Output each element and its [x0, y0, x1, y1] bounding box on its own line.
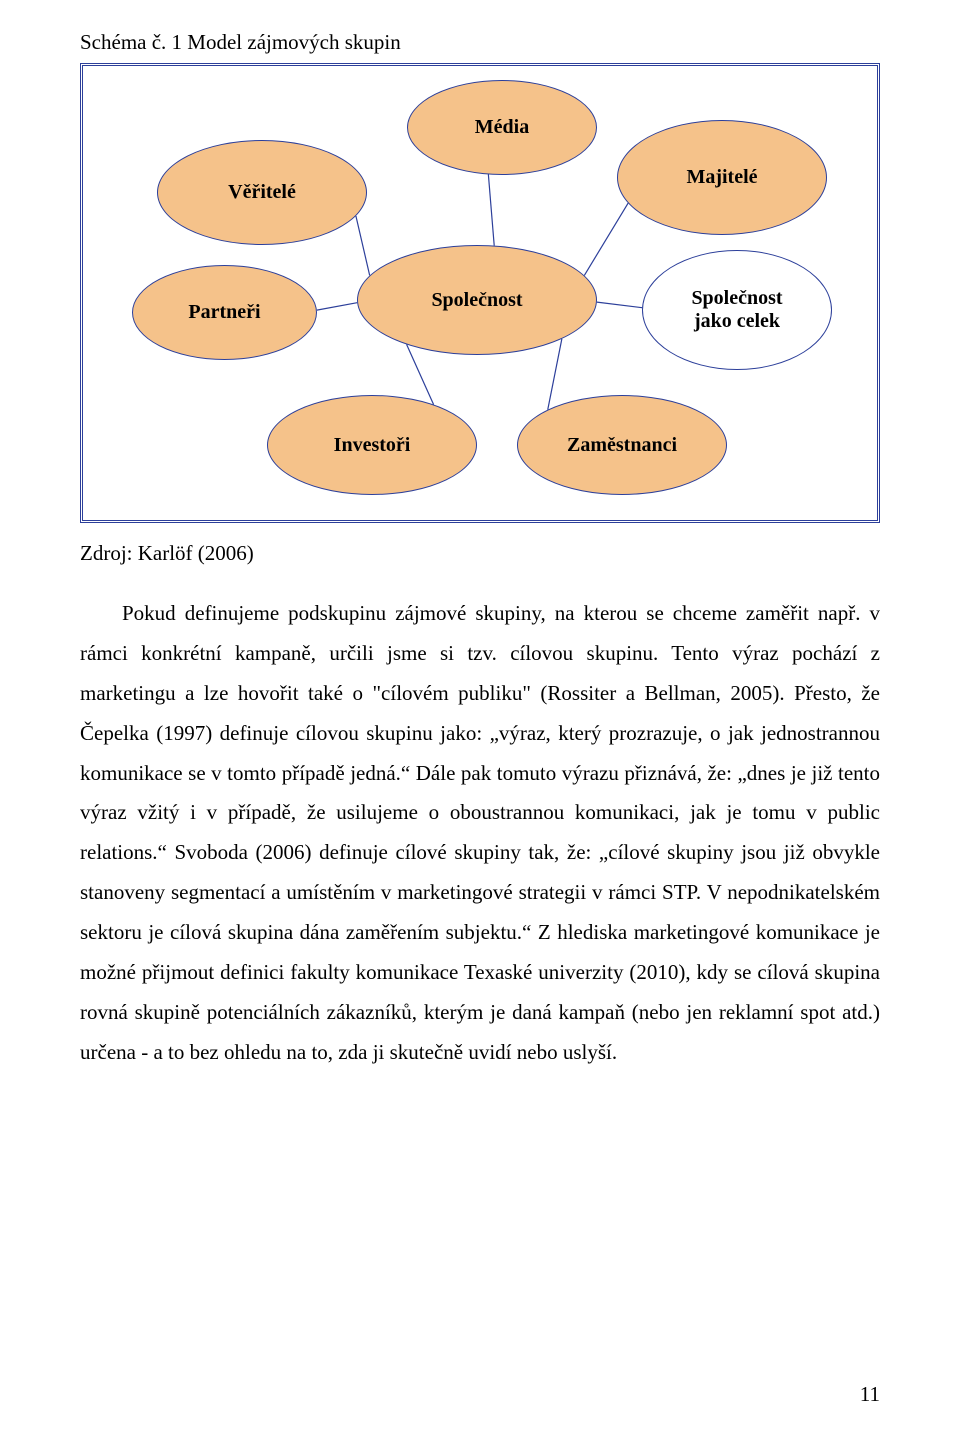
diagram-canvas: Média Věřitelé Majitelé Partneři Společnost S… — [87, 70, 873, 516]
body-paragraph: Pokud definujeme podskupinu zájmové skup… — [80, 594, 880, 1073]
diagram-node-veritele: Věřitelé — [157, 140, 367, 245]
diagram-node-media: Média — [407, 80, 597, 175]
diagram-edge — [548, 339, 562, 410]
page: Schéma č. 1 Model zájmových skupin Média… — [0, 0, 960, 1435]
diagram-edge — [597, 302, 642, 308]
diagram-edge — [407, 345, 434, 405]
figure-source: Zdroj: Karlöf (2006) — [80, 541, 880, 566]
diagram-node-zamestnanci: Zaměstnanci — [517, 395, 727, 495]
page-number: 11 — [860, 1382, 880, 1407]
diagram-node-majitele: Majitelé — [617, 120, 827, 235]
diagram-edge — [317, 303, 357, 310]
diagram-node-investori: Investoři — [267, 395, 477, 495]
diagram-node-celek: Společnost jako celek — [642, 250, 832, 370]
diagram-frame: Média Věřitelé Majitelé Partneři Společnost S… — [80, 63, 880, 523]
diagram-node-partneri: Partneři — [132, 265, 317, 360]
figure-title: Schéma č. 1 Model zájmových skupin — [80, 30, 880, 55]
diagram-node-spolecnost: Společnost — [357, 245, 597, 355]
diagram-edge — [488, 175, 494, 246]
diagram-edge — [356, 216, 370, 275]
diagram-edge — [584, 203, 628, 275]
